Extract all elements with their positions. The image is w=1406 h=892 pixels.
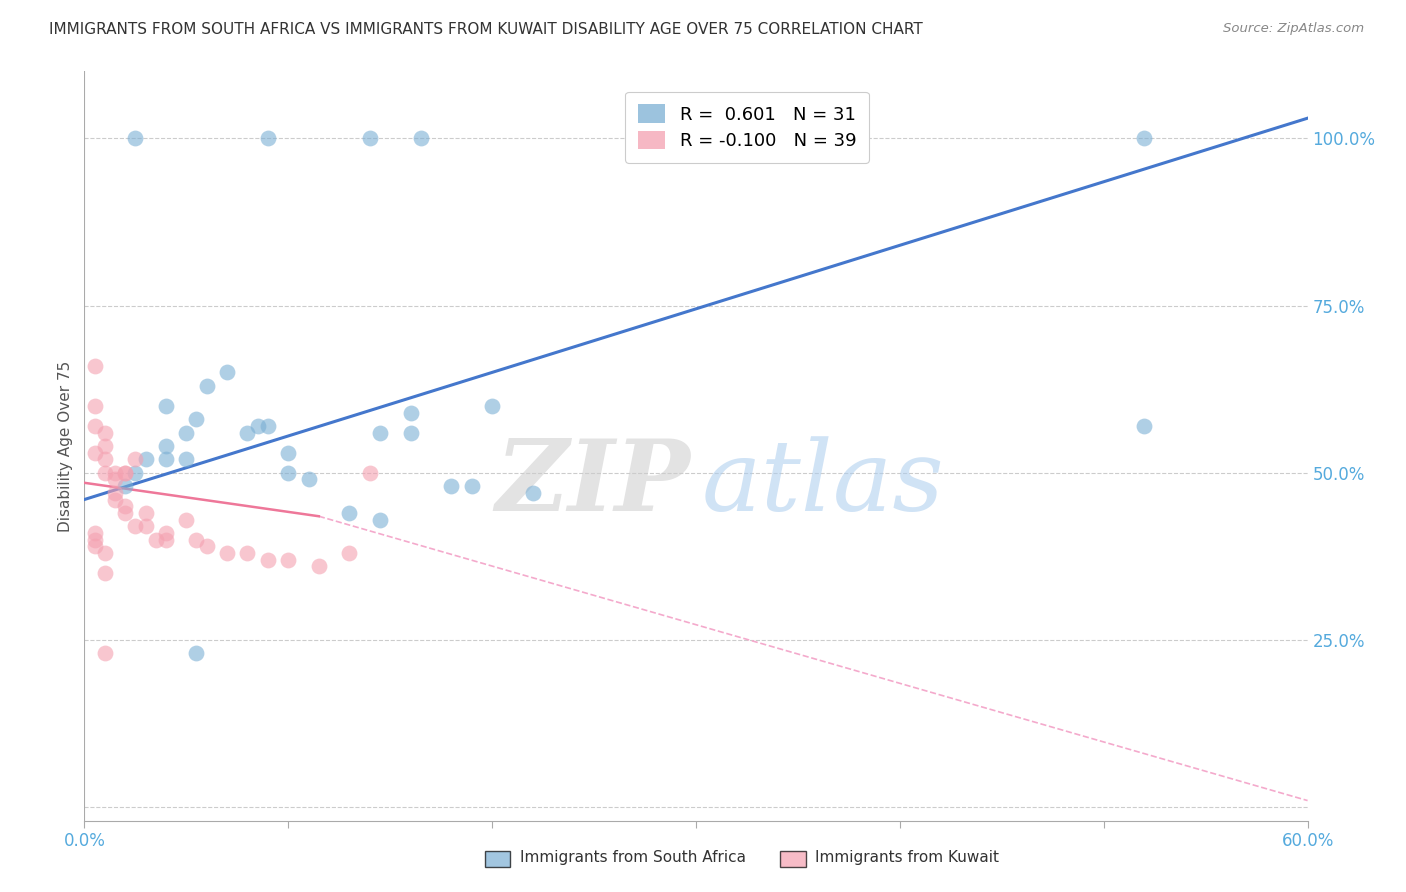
Point — [155, 439, 177, 453]
Point — [104, 486, 127, 500]
Point — [93, 439, 115, 453]
Y-axis label: Disability Age Over 75: Disability Age Over 75 — [58, 360, 73, 532]
Point — [236, 546, 259, 560]
Point — [124, 452, 146, 467]
Text: Immigrants from Kuwait: Immigrants from Kuwait — [815, 850, 1000, 865]
Point — [114, 500, 136, 514]
Point — [298, 473, 321, 487]
Point — [93, 425, 115, 440]
Point — [368, 513, 391, 527]
Point — [246, 419, 269, 434]
Point — [104, 473, 127, 487]
Point — [83, 399, 105, 413]
Point — [522, 486, 544, 500]
Point — [174, 452, 197, 467]
Point — [174, 513, 197, 527]
Point — [186, 412, 208, 426]
Text: Immigrants from South Africa: Immigrants from South Africa — [520, 850, 747, 865]
Point — [399, 425, 422, 440]
Point — [481, 399, 503, 413]
Point — [114, 479, 136, 493]
Text: ZIP: ZIP — [495, 435, 690, 532]
Point — [93, 466, 115, 480]
Point — [217, 366, 239, 380]
Point — [174, 425, 197, 440]
Point — [135, 452, 157, 467]
Point — [368, 425, 391, 440]
Point — [277, 466, 299, 480]
Point — [257, 419, 280, 434]
Point — [409, 131, 432, 145]
Point — [155, 452, 177, 467]
Point — [195, 539, 218, 553]
Point — [195, 379, 218, 393]
Point — [155, 399, 177, 413]
Point — [83, 359, 105, 373]
Point — [93, 452, 115, 467]
Point — [114, 466, 136, 480]
Point — [83, 419, 105, 434]
Point — [135, 506, 157, 520]
Text: Source: ZipAtlas.com: Source: ZipAtlas.com — [1223, 22, 1364, 36]
Point — [104, 466, 127, 480]
Point — [277, 553, 299, 567]
Point — [93, 646, 115, 660]
Point — [277, 446, 299, 460]
Point — [114, 506, 136, 520]
Point — [359, 466, 381, 480]
Point — [308, 559, 330, 574]
Point — [359, 131, 381, 145]
Point — [93, 566, 115, 581]
Point — [257, 131, 280, 145]
Point — [186, 533, 208, 547]
Point — [124, 519, 146, 533]
Point — [461, 479, 484, 493]
Point — [83, 533, 105, 547]
Point — [155, 533, 177, 547]
Point — [155, 526, 177, 541]
Point — [217, 546, 239, 560]
Point — [186, 646, 208, 660]
Point — [1133, 131, 1156, 145]
Point — [124, 131, 146, 145]
Point — [236, 425, 259, 440]
Point — [440, 479, 463, 493]
Point — [1133, 419, 1156, 434]
Point — [83, 539, 105, 553]
Point — [339, 546, 361, 560]
Point — [83, 526, 105, 541]
Point — [104, 492, 127, 507]
Point — [83, 446, 105, 460]
Point — [93, 546, 115, 560]
Point — [339, 506, 361, 520]
Point — [399, 406, 422, 420]
Point — [145, 533, 167, 547]
Text: atlas: atlas — [702, 436, 945, 531]
Legend: R =  0.601   N = 31, R = -0.100   N = 39: R = 0.601 N = 31, R = -0.100 N = 39 — [626, 92, 869, 163]
Point — [257, 553, 280, 567]
Point — [135, 519, 157, 533]
Point — [124, 466, 146, 480]
Text: IMMIGRANTS FROM SOUTH AFRICA VS IMMIGRANTS FROM KUWAIT DISABILITY AGE OVER 75 CO: IMMIGRANTS FROM SOUTH AFRICA VS IMMIGRAN… — [49, 22, 922, 37]
Point — [114, 466, 136, 480]
